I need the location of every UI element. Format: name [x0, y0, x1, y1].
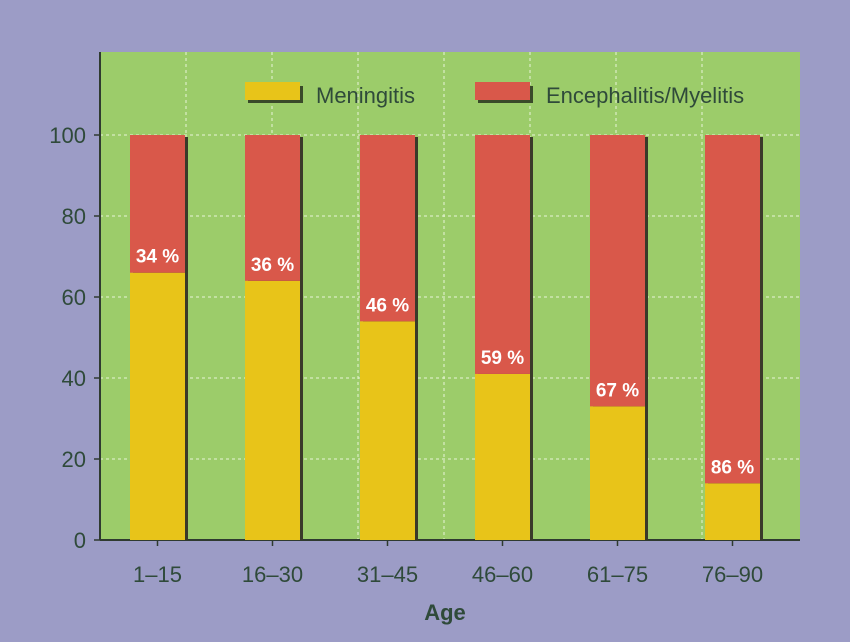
bar-meningitis: [360, 321, 415, 540]
bar-encephalitis: [360, 135, 415, 322]
y-tick-label: 0: [74, 528, 86, 553]
x-tick-label: 1–15: [133, 562, 182, 587]
bar-meningitis: [590, 406, 645, 540]
x-axis-title: Age: [424, 600, 466, 625]
bar-encephalitis: [590, 135, 645, 407]
plot-area: [100, 52, 800, 540]
bar-meningitis: [705, 483, 760, 540]
legend-label: Meningitis: [316, 83, 415, 108]
x-tick-label: 31–45: [357, 562, 418, 587]
bar-meningitis: [475, 373, 530, 540]
data-label: 86 %: [711, 457, 754, 478]
x-tick-label: 76–90: [702, 562, 763, 587]
x-tick-label: 46–60: [472, 562, 533, 587]
x-tick-label: 16–30: [242, 562, 303, 587]
data-label: 67 %: [596, 380, 639, 401]
y-tick-label: 40: [62, 366, 86, 391]
bar-encephalitis: [245, 135, 300, 281]
legend-swatch-encephalitis: [475, 82, 530, 100]
bar-encephalitis: [130, 135, 185, 273]
y-tick-label: 60: [62, 285, 86, 310]
y-tick-label: 100: [49, 123, 86, 148]
legend-label: Encephalitis/Myelitis: [546, 83, 744, 108]
data-label: 46 %: [366, 295, 409, 316]
y-tick-label: 80: [62, 204, 86, 229]
bar-meningitis: [130, 272, 185, 540]
bar-encephalitis: [705, 135, 760, 484]
data-label: 59 %: [481, 348, 524, 369]
legend-swatch-meningitis: [245, 82, 300, 100]
data-label: 34 %: [136, 247, 179, 268]
bar-meningitis: [245, 280, 300, 540]
data-label: 36 %: [251, 255, 294, 276]
bar-encephalitis: [475, 135, 530, 374]
y-tick-label: 20: [62, 447, 86, 472]
x-tick-label: 61–75: [587, 562, 648, 587]
